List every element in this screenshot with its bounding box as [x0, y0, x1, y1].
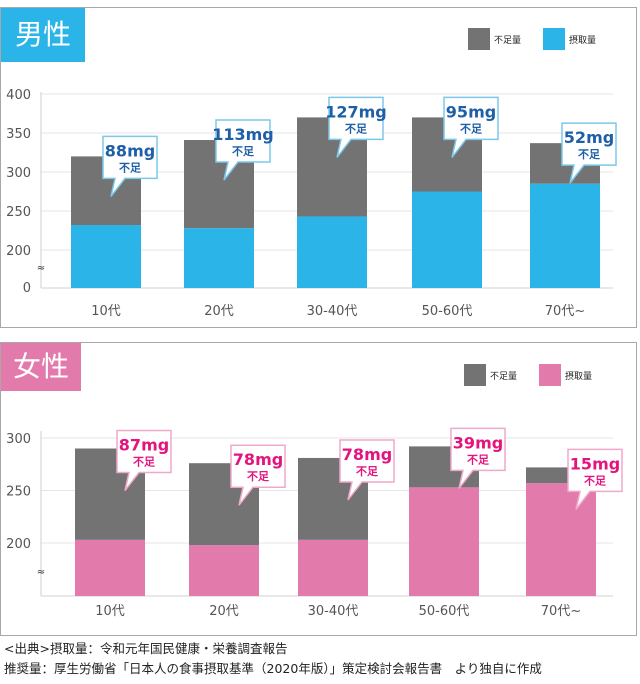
deficit-sub-label: 不足	[467, 453, 490, 466]
callout-box	[328, 96, 384, 158]
deficit-sub-label: 不足	[578, 148, 601, 161]
bar-intake	[297, 216, 367, 288]
deficit-sub-label: 不足	[133, 456, 156, 469]
deficit-value-label: 78mg	[342, 445, 392, 464]
x-tick-label: 50-60代	[422, 304, 473, 319]
y-tick-label: 300	[6, 432, 31, 447]
bar-intake	[184, 228, 254, 288]
legend-item-deficit: 不足量	[467, 28, 521, 50]
bar-intake	[409, 487, 479, 596]
callout-box	[339, 439, 395, 501]
deficit-value-label: 87mg	[119, 436, 169, 455]
source-line-1: <出典>摂取量：令和元年国民健康・栄養調査報告	[4, 641, 288, 656]
legend-swatch-intake	[538, 364, 561, 386]
deficit-value-label: 78mg	[233, 450, 283, 469]
bar-intake	[71, 225, 141, 288]
legend-label-deficit: 不足量	[489, 371, 517, 382]
source-note: <出典>摂取量：令和元年国民健康・栄養調査報告 推奨量：厚生労働省「日本人の食事…	[4, 639, 542, 679]
female-bar-chart: 300250200≈10代87mg不足20代78mg不足30-40代78mg不足…	[6, 427, 623, 619]
y-tick-label: 250	[6, 205, 31, 220]
y-tick-label: 200	[6, 537, 31, 552]
deficit-sub-label: 不足	[232, 145, 255, 158]
legend-swatch-deficit	[467, 28, 490, 50]
y-tick-label: 300	[6, 166, 31, 181]
deficit-value-label: 88mg	[105, 141, 155, 160]
legend-swatch-deficit	[463, 364, 486, 386]
y-tick-label: 250	[6, 485, 31, 500]
legend-item-intake: 摂取量	[542, 28, 596, 50]
deficit-value-label: 15mg	[570, 454, 620, 473]
legend-label-intake: 摂取量	[564, 371, 592, 382]
x-tick-label: 20代	[204, 304, 234, 319]
deficit-sub-label: 不足	[345, 122, 368, 135]
callout-box	[215, 119, 271, 181]
legend-item-deficit: 不足量	[463, 364, 517, 386]
legend-swatch-intake	[542, 28, 565, 50]
y-tick-label: 400	[6, 88, 31, 103]
bar-intake	[412, 191, 482, 288]
deficit-value-label: 52mg	[564, 128, 614, 147]
callout-box	[230, 444, 286, 506]
deficit-value-label: 127mg	[325, 102, 387, 121]
y-tick-label: 350	[6, 127, 31, 142]
bar-intake	[530, 183, 600, 288]
male-bar-chart: 4003503002502000≈10代88mg不足20代113mg不足30-4…	[6, 88, 617, 319]
callout-box	[102, 135, 158, 197]
bar-intake	[298, 539, 368, 596]
deficit-sub-label: 不足	[247, 470, 270, 483]
callout-box	[567, 448, 623, 510]
male-title-tag: 男性	[1, 8, 85, 62]
x-tick-label: 30-40代	[308, 604, 359, 619]
x-tick-label: 10代	[95, 604, 125, 619]
x-tick-label: 70代~	[545, 304, 585, 319]
axis-break-mark: ≈	[37, 567, 45, 578]
bar-intake	[75, 539, 145, 596]
callout-box	[116, 429, 172, 491]
female-title-tag: 女性	[1, 343, 81, 391]
bar-intake	[526, 483, 596, 596]
callout-box	[450, 427, 506, 489]
axis-break-mark: ≈	[37, 263, 45, 274]
deficit-sub-label: 不足	[119, 161, 142, 174]
bar-intake	[189, 545, 259, 596]
legend-item-intake: 摂取量	[538, 364, 592, 386]
y-tick-label: 200	[6, 244, 31, 259]
y-tick-label: 0	[23, 281, 31, 296]
male-legend: 不足量 摂取量	[446, 28, 596, 50]
deficit-value-label: 95mg	[446, 102, 496, 121]
x-tick-label: 70代~	[541, 604, 581, 619]
source-line-2: 推奨量：厚生労働省「日本人の食事摂取基準（2020年版）」策定検討会報告書 より…	[4, 661, 542, 676]
legend-label-intake: 摂取量	[568, 35, 596, 46]
deficit-sub-label: 不足	[584, 474, 607, 487]
female-chart-panel: 女性 不足量 摂取量 300 250 200 ≈10代 87mg 不足 20代 78mg 不足 3…	[0, 342, 637, 636]
female-legend: 不足量 摂取量	[442, 364, 592, 386]
x-tick-label: 30-40代	[307, 304, 358, 319]
male-chart-panel: 男性 不足量 摂取量 400 350 300 250 200 0 ≈10代 88mg 不足 20代…	[0, 7, 637, 328]
callout-box	[561, 122, 617, 184]
x-tick-label: 50-60代	[419, 604, 470, 619]
deficit-sub-label: 不足	[356, 465, 379, 478]
callout-box	[443, 96, 499, 158]
deficit-value-label: 39mg	[453, 433, 503, 452]
x-tick-label: 20代	[209, 604, 239, 619]
legend-label-deficit: 不足量	[493, 35, 521, 46]
deficit-sub-label: 不足	[460, 122, 483, 135]
deficit-value-label: 113mg	[212, 125, 274, 144]
x-tick-label: 10代	[91, 304, 121, 319]
